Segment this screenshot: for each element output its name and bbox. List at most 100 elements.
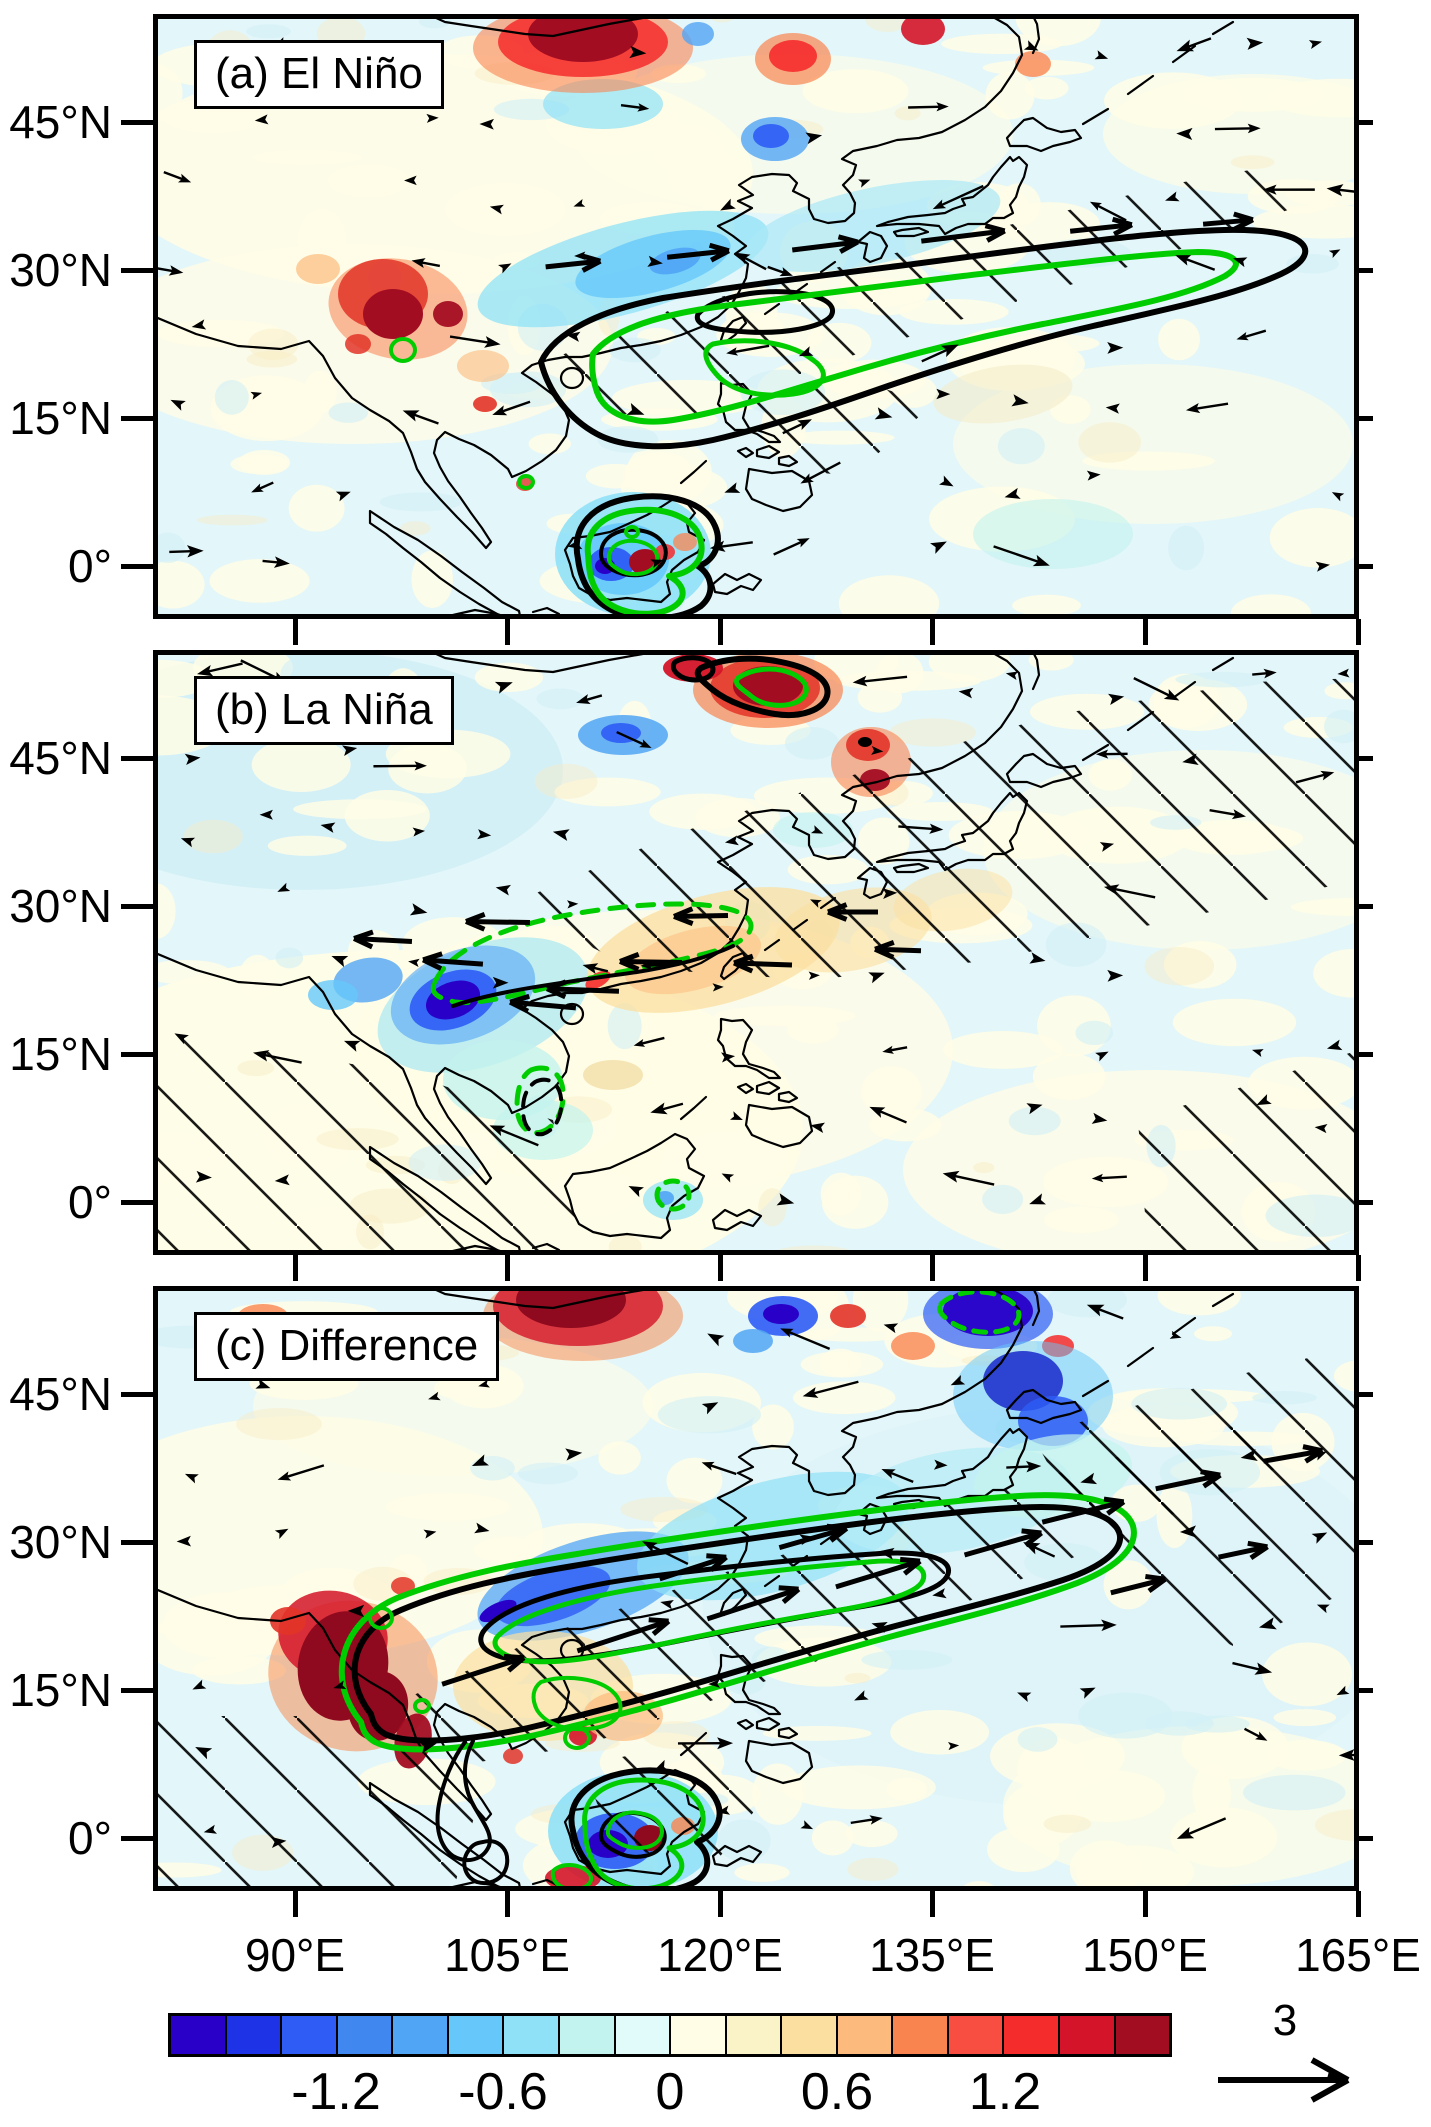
green-contour (550, 1863, 594, 1891)
axis-tick (121, 1836, 153, 1841)
panel-label-b: (b) La Niña (194, 676, 454, 745)
coastline (736, 446, 755, 459)
wind-vectors (352, 902, 922, 1014)
green-contour (582, 1777, 706, 1891)
coastline (563, 496, 706, 604)
black-contour (538, 226, 1309, 450)
lat-label-0: 0° (68, 1176, 112, 1228)
axis-tick (1359, 416, 1373, 421)
green-contour (563, 1726, 591, 1750)
axis-tick (121, 120, 153, 125)
coastline (777, 454, 799, 468)
axis-tick (1143, 1891, 1148, 1917)
coastline (679, 459, 708, 485)
coastline (875, 155, 1029, 236)
coastline (711, 572, 763, 596)
coastline (744, 1739, 814, 1785)
colorbar-cell (615, 2016, 672, 2054)
coastline (1211, 1292, 1235, 1308)
lat-label-45n: 45°N (9, 1368, 112, 1420)
axis-tick (1356, 1891, 1361, 1917)
axis-tick (505, 619, 510, 645)
coastline (819, 260, 837, 274)
axis-tick (121, 756, 153, 761)
panel-label-c: (c) Difference (194, 1312, 500, 1381)
map-panel-el-nino (153, 14, 1359, 619)
coastline (531, 1242, 561, 1252)
map-panel-la-nina (153, 650, 1359, 1255)
axis-tick (505, 1891, 510, 1917)
coastline (1126, 1346, 1155, 1368)
coastline (819, 896, 837, 910)
wind-vectors (441, 1444, 1324, 1687)
coastline (736, 1718, 755, 1731)
reference-vector-arrow-icon (1218, 2057, 1350, 2103)
coastline (777, 1726, 799, 1740)
lat-label-30n: 30°N (9, 880, 112, 932)
colorbar-cell (559, 2016, 616, 2054)
coastline (1171, 680, 1197, 700)
colorbar-cell (504, 2016, 560, 2054)
colorbar-cell (782, 2016, 838, 2054)
coastline (1005, 752, 1083, 789)
axis-tick (1143, 619, 1148, 645)
minor-vector-field (176, 1304, 1359, 1849)
lat-label-15n: 15°N (9, 392, 112, 444)
lon-label-105e: 105°E (444, 1929, 570, 1981)
colorbar-tick--0.6: -0.6 (458, 2063, 548, 2121)
axis-tick (1359, 268, 1373, 273)
black-contour (694, 655, 831, 718)
black-contour (351, 1504, 1124, 1744)
coastline (819, 1532, 837, 1546)
green-contour (734, 666, 809, 708)
coastline (711, 1208, 763, 1232)
axis-tick (293, 1891, 298, 1917)
reference-vector-value: 3 (1272, 1996, 1298, 2045)
coastline (531, 606, 561, 616)
black-contour (435, 1739, 492, 1863)
black-contour (671, 655, 716, 683)
coastline (563, 1132, 706, 1240)
colorbar (168, 2013, 1172, 2057)
lon-label-150e: 150°E (1082, 1929, 1208, 1981)
axis-tick (121, 1540, 153, 1545)
axis-tick (930, 1255, 935, 1281)
green-contour (368, 1606, 394, 1630)
coastline (856, 230, 889, 264)
coastline (1211, 656, 1235, 672)
axis-tick (718, 619, 723, 645)
coastline (1211, 20, 1235, 36)
coastline (777, 1090, 799, 1104)
lat-label-45n: 45°N (9, 732, 112, 784)
lon-label-90e: 90°E (244, 1929, 346, 1981)
coastline (1171, 1316, 1197, 1336)
axis-tick (1143, 1255, 1148, 1281)
axis-tick (1356, 619, 1361, 645)
colorbar-cell (671, 2016, 727, 2054)
green-contour (937, 1289, 1022, 1335)
axis-tick (121, 1200, 153, 1205)
axis-tick (1359, 756, 1373, 761)
coastline (1126, 74, 1155, 96)
lon-label-135e: 135°E (869, 1929, 995, 1981)
coastline (744, 467, 814, 513)
axis-tick (121, 268, 153, 273)
coastline (755, 1080, 781, 1096)
black-contour (599, 527, 668, 578)
colorbar-cell (337, 2016, 394, 2054)
axis-tick (1359, 1200, 1373, 1205)
black-contour (694, 289, 835, 335)
colorbar-tick--1.2: -1.2 (291, 2063, 381, 2121)
coastline (755, 1716, 781, 1732)
coastline (719, 1587, 748, 1617)
coastline (875, 791, 1029, 872)
lat-label-0: 0° (68, 540, 112, 592)
colorbar-tick-1.2: 1.2 (968, 2063, 1042, 2121)
colorbar-cell (1115, 2016, 1170, 2054)
coastline (856, 866, 889, 900)
colorbar-cell (448, 2016, 505, 2054)
lat-label-30n: 30°N (9, 1516, 112, 1568)
coastline (763, 302, 781, 316)
colorbar-cell (1060, 2016, 1116, 2054)
